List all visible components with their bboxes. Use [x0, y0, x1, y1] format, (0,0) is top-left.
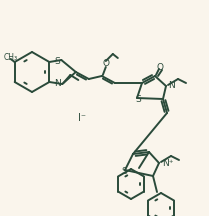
Text: S: S — [55, 57, 60, 67]
Text: CH₃: CH₃ — [4, 52, 18, 62]
Text: N: N — [168, 81, 175, 91]
Text: O: O — [157, 62, 163, 71]
Text: N: N — [55, 79, 61, 89]
Text: I⁻: I⁻ — [78, 113, 86, 123]
Text: S: S — [135, 95, 141, 105]
Text: O: O — [102, 59, 109, 68]
Text: N⁺: N⁺ — [162, 159, 173, 167]
Text: S: S — [121, 167, 127, 176]
